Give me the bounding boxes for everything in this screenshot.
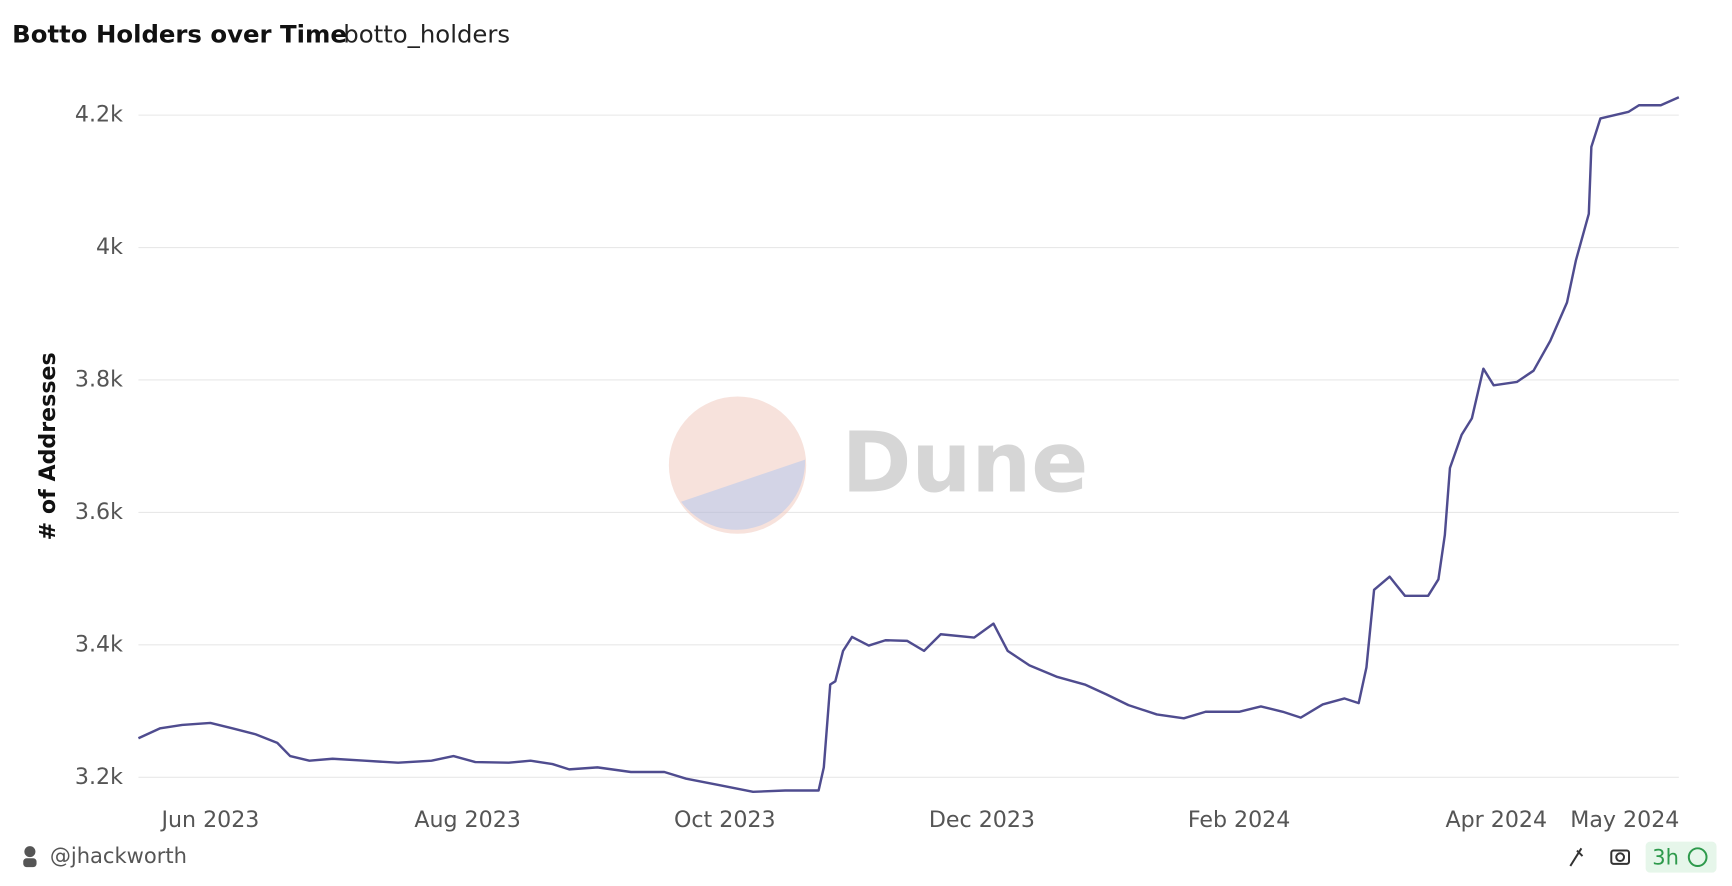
check-icon — [1687, 847, 1708, 868]
x-tick-label: Dec 2023 — [929, 807, 1035, 833]
y-tick-label: 3.2k — [75, 764, 123, 790]
x-tick-label: Jun 2023 — [159, 807, 259, 833]
watermark-logo — [668, 396, 807, 534]
x-tick-label: Aug 2023 — [414, 807, 521, 833]
author-icon — [23, 846, 37, 868]
y-tick-label: 4k — [96, 234, 123, 260]
age-badge — [1645, 841, 1717, 873]
y-tick-label: 4.2k — [75, 102, 123, 128]
x-tick-label: May 2024 — [1570, 807, 1679, 833]
y-tick-label: 3.6k — [75, 499, 123, 525]
y-tick-label: 3.8k — [75, 366, 123, 392]
x-tick-label: Oct 2023 — [674, 807, 776, 833]
chart-title: Botto Holders over Time — [12, 19, 347, 48]
footer-icons — [1569, 847, 1631, 867]
age: 3h — [1652, 844, 1679, 869]
line — [137, 96, 1680, 794]
y-tick-label: 3.4k — [75, 631, 123, 657]
author: @jhackworth — [50, 843, 187, 868]
chart-subtitle: botto_holders — [343, 19, 510, 48]
x-tick-label: Feb 2024 — [1188, 807, 1291, 833]
x-tick-label: Apr 2024 — [1445, 807, 1547, 833]
y-axis-label: # of Addresses — [35, 352, 61, 540]
watermark-text: Dune — [842, 413, 1089, 511]
